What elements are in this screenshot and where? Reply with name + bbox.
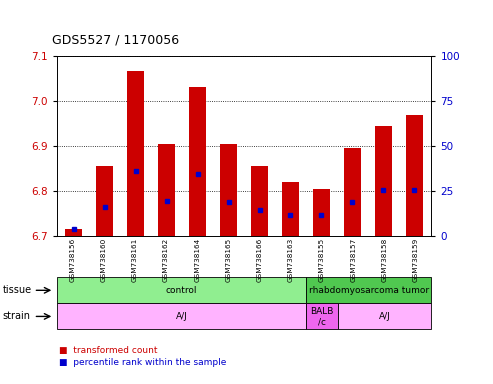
Text: strain: strain (2, 311, 31, 321)
Bar (313, 189, 330, 236)
Text: GSM738162: GSM738162 (163, 238, 169, 282)
Bar (375, 126, 392, 236)
Text: ■  percentile rank within the sample: ■ percentile rank within the sample (59, 358, 227, 367)
Bar (127, 71, 144, 236)
Bar (65, 229, 82, 236)
Text: GDS5527 / 1170056: GDS5527 / 1170056 (52, 33, 179, 46)
Bar (406, 115, 423, 236)
Text: GSM738164: GSM738164 (194, 238, 200, 282)
Text: GSM738158: GSM738158 (382, 238, 387, 282)
Text: GSM738163: GSM738163 (288, 238, 294, 282)
Text: ■  transformed count: ■ transformed count (59, 346, 158, 355)
Text: tissue: tissue (2, 285, 32, 295)
Text: control: control (166, 286, 197, 295)
Bar (251, 166, 268, 236)
Bar (282, 182, 299, 236)
Text: A/J: A/J (176, 312, 187, 321)
Text: GSM738155: GSM738155 (319, 238, 325, 282)
Text: GSM738166: GSM738166 (257, 238, 263, 282)
Text: rhabdomyosarcoma tumor: rhabdomyosarcoma tumor (309, 286, 429, 295)
Text: GSM738161: GSM738161 (132, 238, 138, 282)
Bar (189, 87, 206, 236)
Text: GSM738156: GSM738156 (70, 238, 75, 282)
Text: GSM738157: GSM738157 (351, 238, 356, 282)
Bar (158, 144, 175, 236)
Text: GSM738160: GSM738160 (101, 238, 106, 282)
Bar (96, 166, 113, 236)
Bar (344, 148, 361, 236)
Text: BALB
/c: BALB /c (311, 307, 334, 326)
Text: GSM738159: GSM738159 (413, 238, 419, 282)
Bar (220, 144, 237, 236)
Text: GSM738165: GSM738165 (225, 238, 231, 282)
Text: A/J: A/J (379, 312, 390, 321)
